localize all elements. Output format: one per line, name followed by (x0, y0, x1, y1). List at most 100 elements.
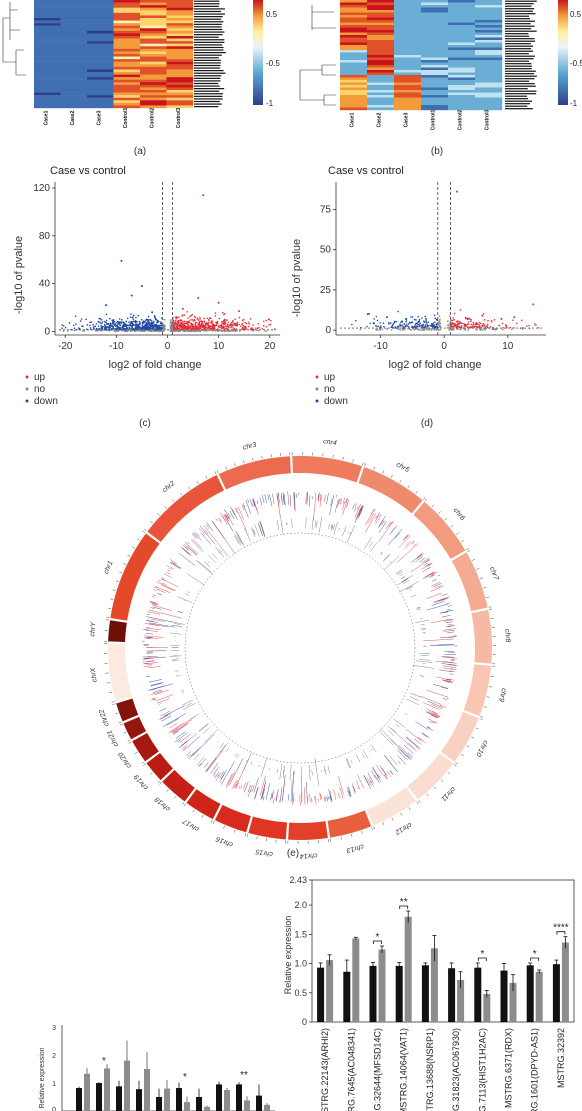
heatmap-b-cell (340, 42, 368, 46)
circos-track-mark (428, 562, 433, 566)
volcano-point (154, 324, 157, 327)
volcano-point (419, 322, 422, 325)
volcano-point (377, 325, 379, 328)
circos-track-mark (149, 602, 159, 606)
heatmap-b-row-label (505, 25, 535, 27)
volcano-point (454, 323, 457, 325)
volcano-point (146, 323, 149, 325)
volcano-point (379, 329, 381, 331)
circos-inner-track-mark (195, 559, 214, 575)
circos-chromosome-label: chr3 (242, 442, 257, 452)
volcano-point (516, 322, 518, 325)
volcano-point (123, 325, 125, 328)
bar-left-ytick-3: 3 (52, 1025, 56, 1032)
legend-d-up: up (324, 372, 336, 383)
volcano-point (132, 314, 135, 316)
heatmap-a-cell (166, 100, 194, 104)
circos-track-mark (324, 494, 326, 502)
volcano-point (262, 325, 265, 327)
colorbar-b-tick-1: -0.5 (570, 59, 582, 68)
heatmap-a-cell (60, 69, 88, 73)
heatmap-b-cell (367, 92, 395, 96)
circos-scale-tick (431, 504, 435, 508)
volcano-point (109, 328, 111, 331)
circos-inner-track-mark (403, 580, 410, 585)
volcano-point (207, 325, 210, 328)
heatmap-b-cell (475, 52, 503, 56)
volcano-point (150, 329, 153, 332)
volcano-point (407, 327, 409, 330)
volcano-d-points (351, 190, 539, 331)
circos-track-mark (417, 736, 423, 741)
volcano-point (451, 319, 454, 322)
volcano-point (478, 326, 481, 328)
volcano-point (186, 321, 189, 323)
heatmap-a-cell (60, 0, 88, 3)
circos-track-mark (373, 509, 376, 513)
heatmap-b-cell (475, 30, 503, 33)
volcano-point (181, 307, 184, 310)
circos-scale-tick (112, 589, 116, 591)
circos-track-mark (326, 798, 328, 802)
circos-track-mark (152, 689, 163, 693)
heatmap-a-cell (166, 10, 194, 14)
heatmap-b-cell (340, 12, 368, 16)
volcano-point (125, 320, 128, 323)
circos-track-mark (156, 588, 160, 591)
volcano-point (433, 327, 436, 329)
heatmap-a-cell (113, 28, 141, 32)
volcano-point (193, 326, 196, 329)
circos-track-mark (405, 540, 411, 546)
volcano-point (162, 330, 164, 333)
bar-right-ytick: 1.0 (294, 959, 307, 969)
heatmap-a-cell (166, 0, 194, 3)
volcano-point (482, 327, 485, 330)
circos-scale-tick (225, 466, 228, 470)
volcano-point (188, 326, 191, 328)
circos-inner-track-mark (260, 757, 267, 778)
circos-track-mark (184, 546, 189, 551)
circos-scale-tick (399, 479, 402, 483)
heatmap-b: Case1 Case2 Case3 Control1 Control2 Control3 … (299, 0, 582, 157)
circos-scale-tick (119, 723, 123, 726)
circos-track-mark (150, 698, 156, 701)
circos-track-mark (417, 554, 423, 559)
heatmap-a-cell (140, 64, 167, 68)
volcano-point (408, 326, 410, 328)
heatmap-b-cell (421, 45, 449, 48)
circos-inner-dotted-circle (184, 532, 416, 764)
legend-d-no: no (324, 384, 336, 395)
bar-right-bar (448, 968, 456, 1022)
volcano-point (121, 318, 123, 321)
circos-track-mark (152, 697, 155, 699)
circos-track-mark (226, 771, 236, 788)
circos-inner-track-mark (254, 524, 260, 538)
heatmap-a-cell (87, 30, 114, 34)
circos-track-mark (256, 500, 259, 504)
volcano-point (414, 325, 416, 328)
volcano-point (376, 319, 379, 322)
circos-inner-track-mark (316, 520, 318, 528)
circos-track-mark (328, 789, 332, 803)
volcano-point (500, 327, 502, 330)
circos-inner-track-mark (222, 744, 226, 750)
heatmap-b-cell (340, 87, 368, 91)
volcano-point (199, 320, 202, 323)
volcano-ytick: 75 (320, 204, 332, 215)
circos-track-mark (308, 495, 311, 507)
heatmap-b-cell (421, 85, 449, 88)
circos-track-mark (428, 718, 436, 723)
volcano-point (471, 325, 474, 327)
volcano-point (174, 316, 177, 318)
heatmap-a-row-label (194, 80, 221, 82)
circos-track-mark (148, 666, 161, 669)
volcano-ytick: 25 (320, 285, 332, 296)
circos-track-mark (397, 747, 408, 757)
heatmap-b-cell (448, 27, 476, 31)
volcano-point (417, 323, 420, 326)
circos-track-mark (289, 494, 292, 507)
circos-chromosome-label: chr13 (346, 842, 365, 853)
heatmap-b-cell (367, 32, 395, 36)
volcano-point (375, 315, 378, 318)
volcano-point (500, 317, 503, 320)
